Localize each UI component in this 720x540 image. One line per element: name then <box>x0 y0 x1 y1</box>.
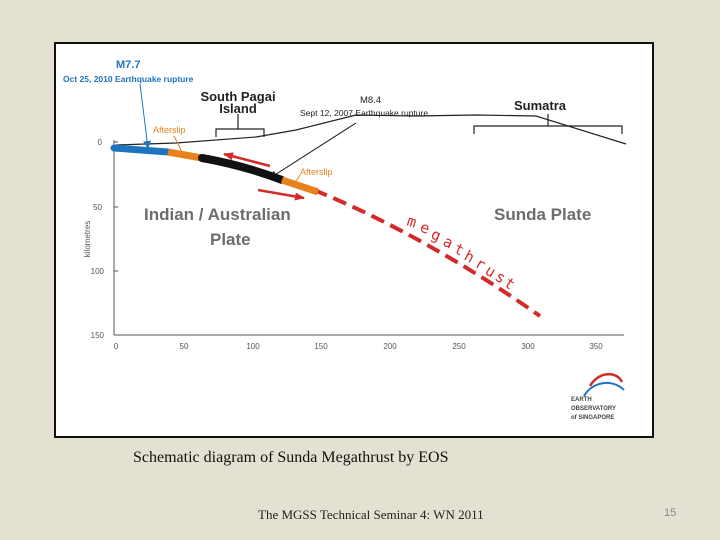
m77-date: Oct 25, 2010 Earthquake rupture <box>63 74 194 84</box>
x-tick-label: 200 <box>383 342 397 351</box>
y-axis-title: kilometres <box>83 221 92 257</box>
m77-title: M7.7 <box>116 59 140 71</box>
indian-plate-label-line2: Plate <box>210 230 251 249</box>
afterslip-label-1: Afterslip <box>153 125 186 135</box>
south-pagai-bracket <box>215 128 265 137</box>
surface-profile-line <box>115 114 627 146</box>
eos-logo-line3: of SINGAPORE <box>571 415 614 421</box>
afterslip-label-2: Afterslip <box>300 167 333 177</box>
rupture-2007-segment <box>198 154 286 184</box>
x-tick-label: 50 <box>180 342 189 351</box>
y-tick-label: 0 <box>98 138 103 147</box>
x-axis-ticks: 0 50 100 150 200 250 300 350 <box>114 342 603 351</box>
m84-title: M8.4 <box>360 95 381 106</box>
eos-logo-line1: EARTH <box>571 397 592 403</box>
afterslip-segment-1 <box>167 148 203 162</box>
y-tick-label: 150 <box>91 331 105 340</box>
south-pagai-label-line2: Island <box>219 101 257 116</box>
x-tick-label: 0 <box>114 342 119 351</box>
y-axis-ticks: 0 50 100 150 <box>91 138 118 340</box>
slip-arrow-lower <box>257 188 305 201</box>
afterslip-1-pointer-line <box>173 135 183 153</box>
rupture-2010-segment <box>110 144 172 156</box>
megathrust-diagram: 0 50 100 150 kilometres 0 50 100 150 200… <box>63 59 627 421</box>
sunda-plate-label: Sunda Plate <box>494 205 591 224</box>
m84-date: Sept 12, 2007 Earthquake rupture <box>300 108 428 118</box>
afterslip-2-pointer-line <box>293 174 301 185</box>
eos-logo-swoosh <box>588 373 624 387</box>
m84-pointer-line <box>269 122 357 179</box>
x-tick-label: 100 <box>246 342 260 351</box>
sumatra-bracket <box>473 125 623 134</box>
sunda-megathrust-figure: 0 50 100 150 kilometres 0 50 100 150 200… <box>54 42 654 438</box>
y-tick-label: 100 <box>91 267 105 276</box>
eos-logo-arc <box>583 381 625 397</box>
south-pagai-label-line1: South Pagai <box>200 89 275 104</box>
figure-caption: Schematic diagram of Sunda Megathrust by… <box>133 449 449 466</box>
megathrust-letter: e <box>418 218 433 238</box>
x-tick-label: 250 <box>452 342 466 351</box>
x-tick-label: 350 <box>589 342 603 351</box>
x-tick-label: 300 <box>521 342 535 351</box>
afterslip-segment-2 <box>280 176 320 196</box>
megathrust-letter: g <box>429 225 444 245</box>
megathrust-deep-dashed <box>313 188 542 318</box>
slip-arrow-upper <box>223 152 271 168</box>
slide-footer: The MGSS Technical Seminar 4: WN 2011 <box>258 507 484 522</box>
page-number: 15 <box>664 507 677 519</box>
indian-plate-label-line1: Indian / Australian <box>144 205 291 224</box>
megathrust-letter: m <box>405 212 419 232</box>
x-tick-label: 150 <box>314 342 328 351</box>
sumatra-label: Sumatra <box>514 98 567 113</box>
eos-logo: EARTH OBSERVATORY of SINGAPORE <box>571 373 625 421</box>
eos-logo-line2: OBSERVATORY <box>571 406 616 412</box>
m77-pointer-line <box>139 83 152 149</box>
y-tick-label: 50 <box>93 203 102 212</box>
